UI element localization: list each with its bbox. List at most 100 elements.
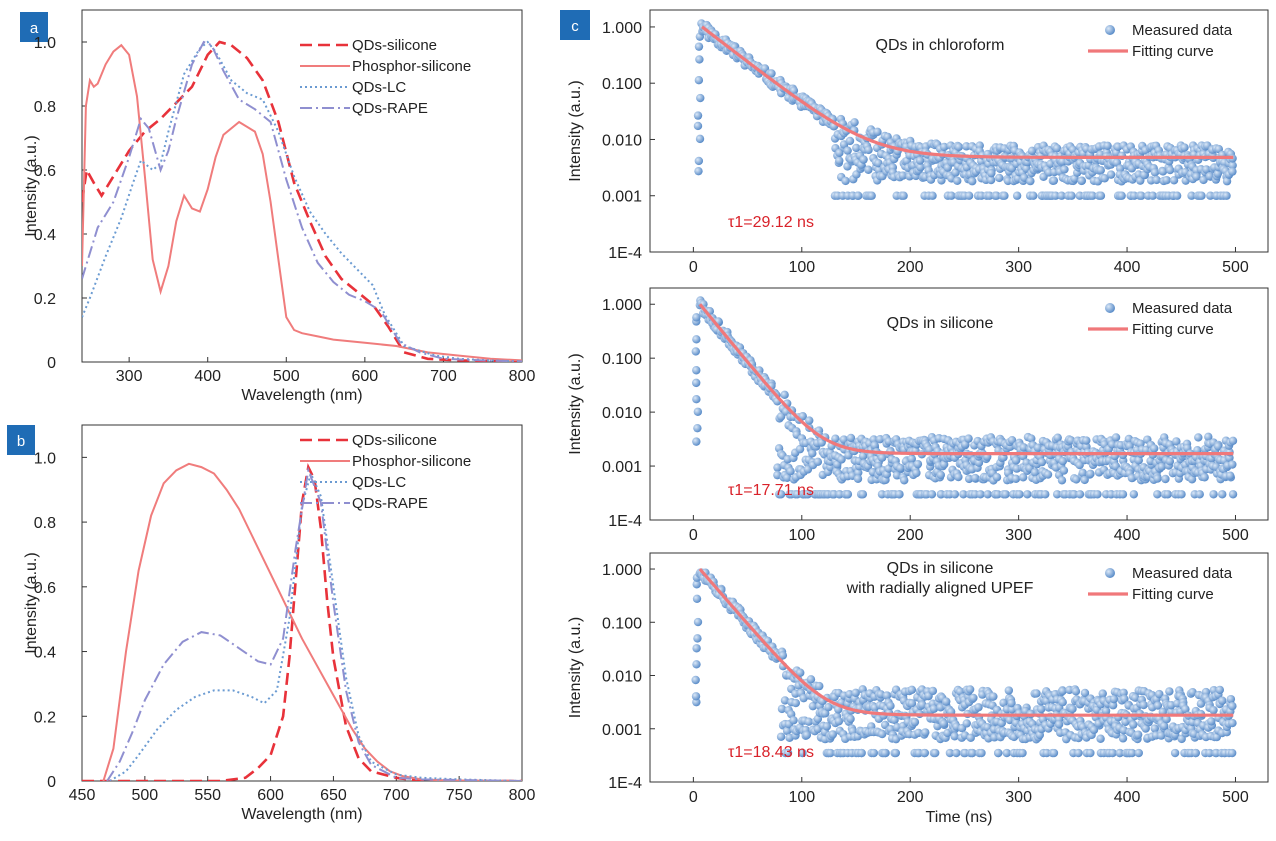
data-point: [846, 714, 855, 724]
data-point: [950, 732, 959, 741]
data-point: [780, 696, 790, 705]
data-point: [880, 748, 890, 758]
data-point: [999, 698, 1008, 708]
y-axis-title: Intensity (a.u.): [567, 617, 584, 718]
x-tick-label: 200: [897, 789, 924, 806]
data-point: [798, 748, 807, 758]
data-point: [964, 434, 973, 443]
data-point: [1032, 689, 1041, 698]
data-point: [858, 490, 868, 499]
fitting-curve-line: [698, 567, 1234, 717]
data-point: [1037, 457, 1047, 467]
data-point: [1228, 701, 1237, 711]
y-axis-title: Intensity (a.u.): [567, 80, 584, 181]
data-point: [912, 468, 921, 478]
data-point: [777, 704, 787, 714]
data-point: [1139, 700, 1148, 710]
data-point: [1049, 176, 1059, 185]
data-point: [1131, 693, 1140, 702]
data-point: [1162, 175, 1171, 185]
panel-c: c 0 100 200 300 400 500 1E-4 0.001 0.010 0.100 1.0…: [560, 9, 1269, 826]
data-point: [882, 691, 892, 700]
data-point: [693, 111, 703, 120]
data-point: [693, 634, 702, 643]
data-point: [1162, 714, 1171, 724]
data-point: [1209, 705, 1218, 715]
y-tick-label: 0.100: [602, 615, 642, 632]
data-point: [854, 191, 863, 200]
data-point: [1101, 706, 1111, 716]
data-point: [964, 191, 974, 200]
data-point: [1029, 191, 1038, 200]
data-point: [1108, 440, 1117, 449]
tau-annotation: τ1=18.43 ns: [728, 744, 814, 761]
data-point: [959, 490, 968, 499]
legend-label: Fitting curve: [1132, 43, 1214, 60]
data-point: [913, 459, 923, 469]
data-point: [1202, 165, 1211, 174]
data-point: [692, 580, 701, 589]
data-point: [813, 457, 823, 467]
data-point: [1218, 696, 1227, 705]
data-point: [1165, 165, 1175, 175]
y-tick-label: 0.6: [34, 163, 56, 180]
x-axis-title: Wavelength (nm): [241, 387, 362, 404]
data-point: [1158, 167, 1168, 176]
y-tick-label: 0.001: [602, 189, 642, 206]
data-point: [920, 748, 930, 758]
data-point: [692, 313, 701, 322]
legend-label: Fitting curve: [1132, 321, 1214, 338]
y-tick-label: 0.6: [34, 580, 56, 597]
y-tick-label: 1.0: [34, 35, 56, 52]
data-point: [857, 748, 866, 758]
x-tick-label: 450: [69, 787, 96, 804]
x-tick-label: 100: [788, 259, 815, 276]
data-point: [1043, 470, 1053, 479]
data-point: [927, 490, 937, 499]
data-point: [1172, 437, 1181, 446]
data-point: [891, 748, 901, 758]
series-line-qds-silicone: [82, 462, 522, 781]
data-point: [968, 748, 977, 758]
data-point: [692, 378, 701, 388]
data-point: [1205, 172, 1215, 181]
data-point: [695, 134, 705, 144]
data-point: [1058, 697, 1067, 707]
data-point: [1197, 191, 1206, 200]
data-point: [928, 191, 937, 200]
y-tick-label: 0.8: [34, 99, 56, 116]
data-point: [1054, 720, 1064, 729]
data-point: [1004, 686, 1014, 695]
legend-label: Phosphor-silicone: [352, 453, 471, 470]
x-tick-label: 300: [1005, 259, 1032, 276]
y-tick-label: 0.2: [34, 291, 56, 308]
y-tick-label: 0.2: [34, 709, 56, 726]
data-point: [1165, 457, 1175, 466]
data-point: [776, 490, 786, 499]
x-tick-label: 800: [509, 787, 536, 804]
x-tick-label: 0: [689, 259, 698, 276]
panel-a-badge: [20, 12, 48, 42]
data-point: [693, 423, 702, 433]
data-point: [805, 416, 814, 425]
data-point: [692, 644, 701, 653]
data-point: [1075, 490, 1085, 499]
data-point: [780, 390, 789, 400]
data-point: [1030, 468, 1040, 477]
data-point: [939, 719, 949, 728]
data-point: [1228, 167, 1237, 176]
y-tick-label: 0: [47, 355, 56, 372]
plot-a: 300 400 500 600 700 800 0 0.2 0.4 0.6 0.8 1.0 Wavele…: [23, 9, 535, 404]
legend-label: Measured data: [1132, 22, 1233, 39]
data-point: [864, 165, 873, 174]
series-line-qds-rape: [106, 466, 522, 781]
data-point: [694, 156, 704, 166]
plot-frame: [649, 9, 1269, 253]
data-point: [692, 660, 701, 669]
data-point: [962, 719, 971, 728]
data-point: [1213, 442, 1223, 451]
x-tick-label: 700: [430, 368, 457, 385]
data-point: [873, 127, 882, 137]
data-point: [900, 476, 909, 485]
x-tick-label: 0: [689, 527, 698, 544]
